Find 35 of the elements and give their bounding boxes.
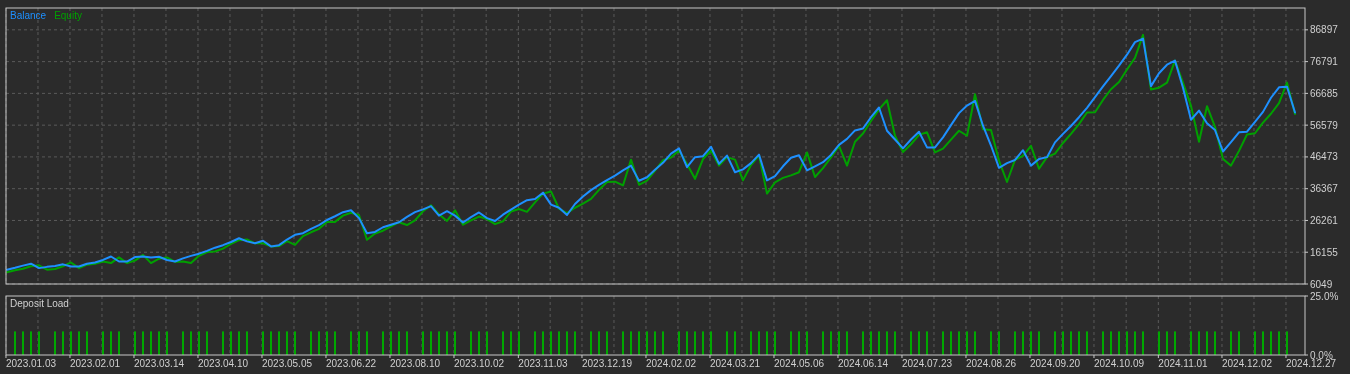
y-tick-label: 66685 (1310, 87, 1339, 99)
chart-title: Deposit Load (10, 298, 69, 309)
x-tick-label: 2023.01.03 (5, 358, 57, 369)
y-tick-label: 6049 (1310, 278, 1333, 290)
y-tick-label: 25.0% (1310, 290, 1339, 302)
x-tick-label: 2023.10.02 (453, 358, 505, 369)
text: Equity (54, 10, 82, 21)
x-tick-label: 2024.12.27 (1285, 358, 1337, 369)
x-tick-label: 2023.06.22 (325, 358, 377, 369)
x-tick-label: 2023.11.03 (518, 358, 569, 369)
y-tick-label: 0.0% (1310, 349, 1333, 361)
y-tick-label: 56579 (1310, 119, 1339, 131)
y-tick-label: 26261 (1310, 214, 1339, 226)
x-tick-label: 2023.03.14 (133, 358, 185, 369)
x-tick-label: 2023.02.01 (69, 358, 121, 369)
x-tick-label: 2024.11.01 (1158, 358, 1209, 369)
x-tick-label: 2024.10.09 (1093, 358, 1145, 369)
x-tick-label: 2024.02.02 (645, 358, 697, 369)
y-tick-label: 36367 (1310, 183, 1339, 195)
x-tick-label: 2024.08.26 (965, 358, 1017, 369)
x-tick-label: 2024.09.20 (1029, 358, 1081, 369)
x-tick-label: 2023.08.10 (389, 358, 441, 369)
text: Balance (10, 10, 47, 21)
x-tick-label: 2023.05.05 (261, 358, 313, 369)
x-tick-label: 2023.04.10 (197, 358, 249, 369)
y-tick-label: 16155 (1310, 246, 1339, 258)
x-tick-label: 2024.06.14 (837, 358, 889, 369)
y-tick-label: 76791 (1310, 56, 1339, 68)
y-tick-label: 46473 (1310, 151, 1339, 163)
x-tick-label: 2024.12.02 (1221, 358, 1273, 369)
x-tick-label: 2024.05.06 (773, 358, 825, 369)
y-tick-label: 86897 (1310, 24, 1339, 36)
x-tick-label: 2024.07.23 (901, 358, 953, 369)
x-tick-label: 2023.12.19 (581, 358, 633, 369)
x-tick-label: 2024.03.21 (709, 358, 761, 369)
